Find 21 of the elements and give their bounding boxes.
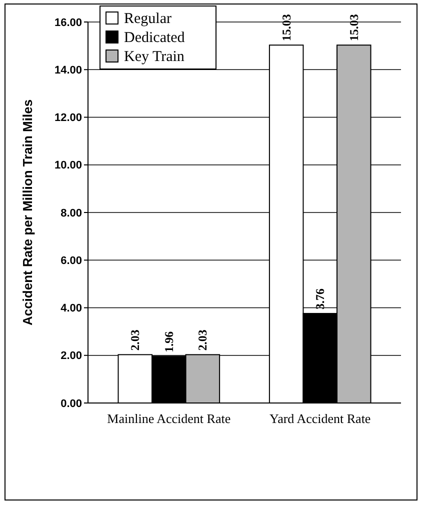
y-axis-title: Accident Rate per Million Train Miles [20, 99, 35, 326]
data-label: 1.96 [162, 331, 176, 352]
legend-label: Key Train [124, 49, 185, 65]
y-tick-label: 0.00 [60, 398, 82, 410]
x-tick-label: Yard Accident Rate [269, 411, 371, 426]
data-label: 2.03 [128, 330, 142, 351]
legend-label: Dedicated [124, 30, 186, 46]
data-label: 15.03 [346, 14, 361, 42]
data-label: 2.03 [196, 330, 210, 351]
legend-label: Regular [124, 11, 172, 27]
y-tick-label: 14.00 [54, 64, 82, 76]
x-tick-label: Mainline Accident Rate [107, 411, 231, 426]
y-tick-label: 8.00 [60, 207, 82, 220]
data-label: 3.76 [313, 288, 328, 310]
y-tick-label: 4.00 [60, 302, 82, 315]
y-tick-label: 6.00 [60, 254, 82, 267]
y-tick-label: 2.00 [60, 350, 82, 362]
y-tick-label: 10.00 [54, 160, 82, 172]
data-label: 15.03 [279, 14, 294, 42]
y-tick-label: 12.00 [54, 112, 82, 124]
y-tick-label: 16.00 [54, 16, 82, 29]
